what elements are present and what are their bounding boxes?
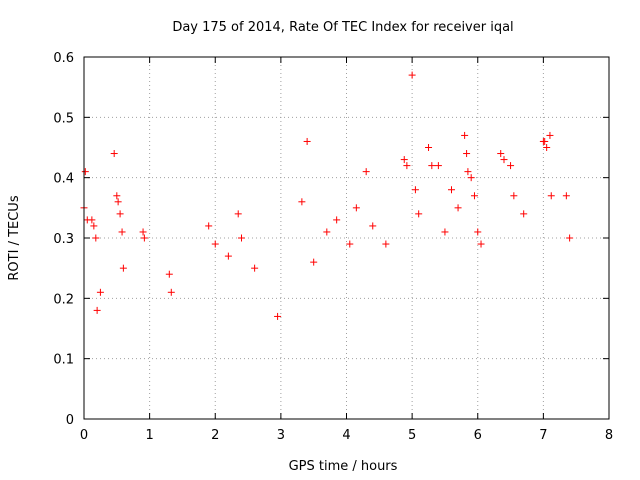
- data-point: [118, 228, 126, 236]
- data-point: [251, 264, 259, 272]
- data-point: [274, 312, 282, 320]
- x-tick-label: 6: [474, 428, 482, 443]
- data-point: [448, 186, 455, 194]
- x-axis-label: GPS time / hours: [289, 459, 398, 474]
- x-tick-label: 1: [145, 428, 153, 443]
- data-point: [428, 162, 436, 170]
- data-point: [464, 168, 472, 176]
- data-point: [477, 240, 485, 248]
- data-point: [467, 174, 475, 182]
- data-point: [211, 240, 219, 248]
- x-tick-label: 0: [80, 428, 88, 443]
- data-point: [520, 210, 528, 218]
- x-tick-label: 3: [277, 428, 285, 443]
- data-point: [454, 204, 462, 212]
- data-point: [461, 131, 469, 139]
- data-point: [90, 222, 98, 230]
- data-point: [369, 222, 377, 230]
- data-point: [470, 192, 478, 200]
- data-point: [382, 240, 390, 248]
- data-point: [119, 264, 127, 272]
- data-point: [96, 288, 104, 296]
- axes: 0 1 2 3 4 5 6 7 8 0 0.1 0.2 0.3 0.4 0.5 0.6: [53, 51, 613, 443]
- data-point: [167, 288, 175, 296]
- data-point: [541, 137, 549, 145]
- y-tick-label: 0.1: [53, 353, 74, 368]
- data-point: [113, 192, 121, 200]
- data-point: [346, 240, 354, 248]
- data-point: [303, 137, 311, 145]
- data-point: [403, 162, 411, 170]
- data-point: [415, 210, 423, 218]
- data-point: [139, 228, 147, 236]
- data-point: [114, 198, 122, 206]
- data-point: [474, 228, 482, 236]
- grid: [84, 57, 609, 419]
- data-point: [507, 162, 515, 170]
- x-tick-label: 4: [342, 428, 350, 443]
- data-point: [400, 156, 408, 164]
- data-point: [310, 258, 318, 266]
- data-point: [333, 216, 341, 224]
- y-tick-label: 0: [66, 413, 74, 428]
- data-point: [92, 234, 100, 242]
- data-point: [497, 150, 505, 158]
- y-tick-label: 0.5: [53, 111, 74, 126]
- data-point: [543, 144, 551, 151]
- y-tick-label: 0.6: [53, 51, 74, 66]
- data-point: [408, 71, 416, 79]
- data-point: [140, 234, 148, 242]
- x-tick-label: 2: [211, 428, 219, 443]
- data-point: [323, 228, 331, 236]
- data-point: [510, 192, 518, 200]
- chart-title: Day 175 of 2014, Rate Of TEC Index for r…: [172, 20, 513, 35]
- data-point: [500, 156, 508, 164]
- data-point: [546, 131, 554, 139]
- data-point: [116, 210, 124, 218]
- data-point: [88, 216, 96, 224]
- data-point: [81, 168, 89, 176]
- data-point: [205, 222, 213, 230]
- data-point: [441, 228, 449, 236]
- data-point: [234, 210, 242, 218]
- data-points: [80, 71, 574, 320]
- data-point: [165, 270, 173, 278]
- data-point: [562, 192, 570, 200]
- data-point: [352, 204, 360, 212]
- data-point: [547, 192, 555, 200]
- x-tick-label: 7: [539, 428, 547, 443]
- data-point: [434, 162, 442, 170]
- data-point: [93, 306, 101, 314]
- y-tick-label: 0.2: [53, 292, 74, 307]
- y-tick-label: 0.4: [53, 172, 74, 187]
- data-point: [238, 234, 245, 242]
- data-point: [463, 150, 471, 158]
- data-point: [425, 144, 433, 151]
- data-point: [110, 150, 118, 158]
- data-point: [566, 234, 574, 242]
- data-point: [298, 198, 306, 206]
- y-tick-label: 0.3: [53, 232, 74, 247]
- x-tick-label: 5: [408, 428, 416, 443]
- data-point: [224, 252, 232, 260]
- data-point: [411, 186, 419, 194]
- data-point: [362, 168, 370, 176]
- y-axis-label: ROTI / TECUs: [7, 195, 22, 280]
- x-tick-label: 8: [605, 428, 613, 443]
